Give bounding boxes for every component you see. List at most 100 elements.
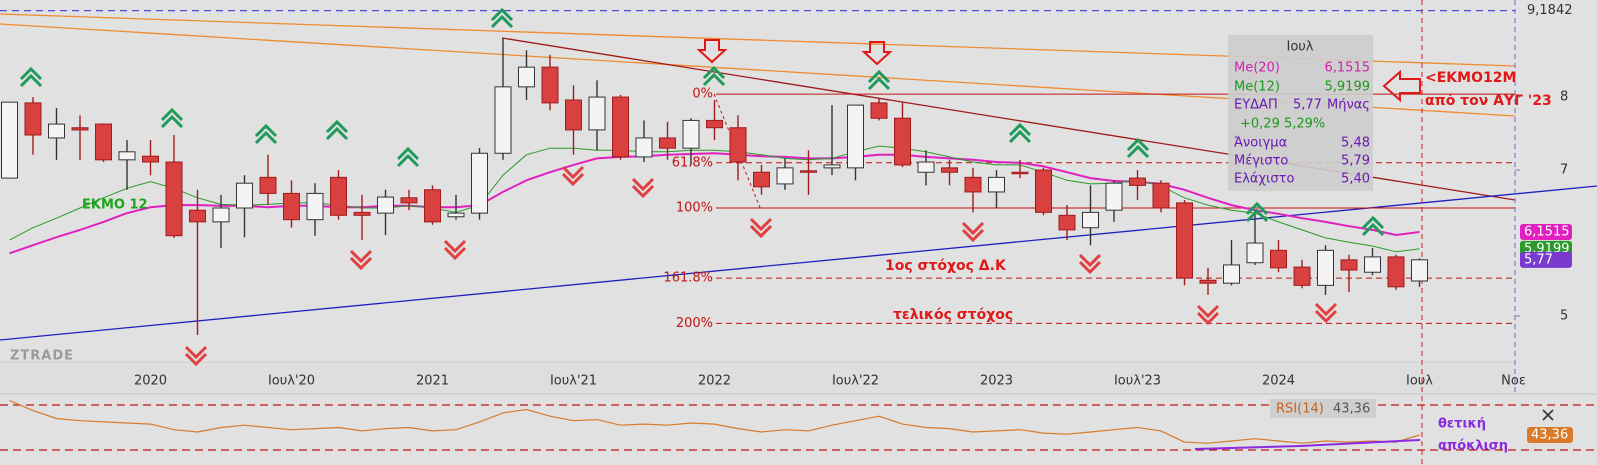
fib-label: 0%: [692, 87, 713, 102]
candle-body: [1105, 182, 1123, 211]
candle-body: [424, 189, 441, 223]
series-last-label-box: [1520, 223, 1572, 240]
candle-body: [353, 211, 371, 216]
candle-body: [48, 123, 65, 139]
tooltip-period: Μήνας: [1327, 98, 1370, 113]
close-button[interactable]: [1542, 409, 1554, 421]
candle-body: [1364, 256, 1381, 273]
candle-body: [729, 127, 747, 163]
candle-body: [1, 101, 18, 179]
signal-down: [1314, 309, 1338, 324]
candle-body: [118, 151, 136, 161]
x-tick-label: 2023: [980, 374, 1013, 389]
tooltip-value: 5,48: [1341, 136, 1370, 151]
signal-up: [702, 65, 726, 80]
candle-body: [1058, 214, 1076, 231]
annotation: απόκλιση: [1438, 439, 1508, 454]
candle-body: [1223, 264, 1240, 284]
candle-body: [1129, 177, 1146, 186]
candle-body: [1387, 256, 1405, 288]
fib-label: 161.8%: [663, 271, 713, 286]
signal-down: [561, 165, 585, 180]
candle-body: [1152, 182, 1170, 209]
arrow-down: [696, 39, 728, 64]
divergence-line: [1194, 439, 1421, 450]
signal-down: [443, 246, 467, 261]
tooltip-value: 5,9199: [1325, 80, 1371, 95]
x-tick-label: 2024: [1262, 374, 1295, 389]
fib-label: 200%: [676, 316, 713, 331]
rsi-line: [9, 399, 1420, 444]
candle-body: [635, 137, 653, 158]
candle-body: [823, 164, 841, 169]
arrow-left: [1382, 69, 1421, 103]
signal-down: [631, 177, 655, 192]
close-icon[interactable]: [1542, 409, 1554, 421]
candle-body: [400, 197, 418, 204]
signal-up: [1126, 144, 1150, 159]
candle-body: [565, 99, 582, 131]
x-axis-band: [0, 362, 1515, 394]
decorations: [19, 7, 1554, 450]
rsi-name: RSI(14): [1276, 402, 1324, 417]
tooltip: Ιουλ Me(20) 6,1515 Me(12) 5,9199 ΕΥΔΑΠ 5…: [1228, 35, 1373, 191]
candle-body: [988, 176, 1005, 193]
signal-up: [254, 130, 278, 145]
candle-body: [682, 119, 700, 149]
candle-body: [306, 192, 324, 221]
signal-up: [325, 126, 349, 141]
price-last-label: 5,77: [1524, 252, 1553, 267]
y-tick-label: 8: [1560, 90, 1568, 105]
candle-body: [917, 161, 935, 173]
plot: [0, 37, 1597, 451]
candle-body: [776, 167, 794, 185]
signal-up: [1245, 201, 1269, 216]
tooltip-value: 5,79: [1341, 154, 1370, 169]
candle-body: [870, 102, 888, 119]
rsi-last-label: 43,36: [1531, 427, 1568, 442]
signal-up: [867, 76, 891, 91]
candle-body: [1293, 266, 1311, 286]
signal-up: [160, 107, 184, 122]
rsi-value: 43,36: [1333, 402, 1370, 417]
candle-body: [1340, 259, 1358, 271]
candle-body: [1035, 169, 1052, 213]
y-tick-label: 5: [1560, 309, 1568, 324]
candle-body: [24, 102, 42, 136]
signal-down: [749, 217, 773, 232]
series-last-label: 6,1515: [1524, 224, 1570, 239]
signal-up: [254, 123, 278, 138]
candle-body: [1011, 171, 1029, 175]
signal-down: [1314, 302, 1338, 317]
signal-up: [325, 119, 349, 134]
candle-body: [212, 207, 230, 223]
signal-up: [702, 72, 726, 87]
candle-body: [471, 152, 488, 214]
signal-down: [1196, 304, 1220, 319]
x-tick-label: Ιουλ'23: [1114, 374, 1161, 389]
price-last-label-box: [1520, 251, 1572, 268]
tooltip-change: +0,29 5,29%: [1240, 117, 1325, 132]
candle-body: [189, 209, 206, 223]
signal-down: [1196, 311, 1220, 326]
tooltip-label: Μέγιστο: [1234, 154, 1288, 169]
x-tick-label: Ιουλ'21: [550, 374, 597, 389]
candle-body: [447, 212, 465, 218]
candle-body: [71, 127, 89, 131]
signal-down: [961, 228, 985, 243]
signal-down: [443, 239, 467, 254]
tooltip-box: [1228, 35, 1373, 191]
candle-body: [541, 66, 559, 104]
arrow-down: [861, 41, 893, 66]
signal-up: [1245, 208, 1269, 223]
tooltip-value: 5,40: [1341, 172, 1370, 187]
signal-down: [749, 224, 773, 239]
candle-body: [753, 171, 770, 188]
candle-body: [847, 104, 864, 169]
signal-down: [631, 184, 655, 199]
candle-body: [142, 155, 159, 163]
trendline: [0, 185, 1597, 341]
tooltip-value: 6,1515: [1325, 61, 1371, 76]
